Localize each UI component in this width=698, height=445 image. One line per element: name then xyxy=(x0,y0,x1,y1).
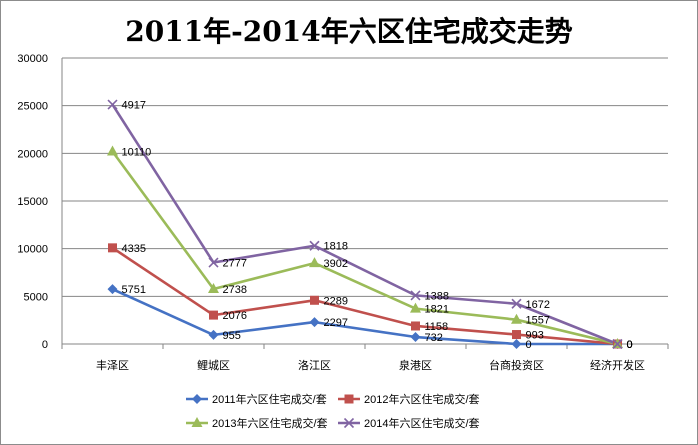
data-point-2 xyxy=(310,295,319,305)
data-label: 993 xyxy=(526,330,544,342)
data-point-4 xyxy=(208,257,219,268)
data-label: 0 xyxy=(627,339,633,351)
data-point-4 xyxy=(309,240,320,251)
legend-label: 2011年六区住宅成交/套 xyxy=(212,392,327,406)
data-point-2 xyxy=(209,310,218,320)
data-label: 2289 xyxy=(324,295,348,307)
data-point-3 xyxy=(410,302,421,313)
y-tick-label: 10000 xyxy=(17,244,48,256)
data-label: 1388 xyxy=(425,290,449,302)
data-label: 2777 xyxy=(223,258,247,270)
data-point-2 xyxy=(512,330,521,340)
x-tick-label: 丰泽区 xyxy=(96,359,129,372)
legend-label: 2013年六区住宅成交/套 xyxy=(212,416,328,430)
data-point-3 xyxy=(107,145,118,156)
data-label: 4917 xyxy=(122,100,146,112)
data-label: 1672 xyxy=(526,299,550,311)
data-label: 2738 xyxy=(223,284,247,296)
data-point-3 xyxy=(511,313,522,324)
legend-marker xyxy=(191,417,203,427)
chart-title: 2011年-2014年六区住宅成交走势 xyxy=(125,15,573,48)
y-tick-label: 15000 xyxy=(17,196,48,208)
data-point-2 xyxy=(108,243,117,253)
series-line-2 xyxy=(111,246,618,346)
data-point-1 xyxy=(410,332,421,343)
data-label: 1818 xyxy=(324,241,348,253)
data-point-1 xyxy=(309,317,320,328)
data-label: 0 xyxy=(526,339,532,351)
data-label: 0 xyxy=(627,339,633,351)
data-label: 5751 xyxy=(122,284,146,296)
x-tick-label: 台商投资区 xyxy=(489,358,544,372)
y-tick-label: 0 xyxy=(42,339,48,351)
x-tick-label: 洛江区 xyxy=(298,358,331,372)
legend-marker xyxy=(192,394,202,404)
x-tick-label: 泉港区 xyxy=(399,358,432,372)
data-point-2 xyxy=(411,321,420,331)
data-label: 1557 xyxy=(526,315,550,327)
data-point-3 xyxy=(208,283,219,294)
x-tick-label: 经济开发区 xyxy=(590,358,645,372)
data-label: 1821 xyxy=(425,304,449,316)
y-tick-label: 25000 xyxy=(17,101,48,113)
data-label: 2076 xyxy=(223,310,247,322)
y-tick-label: 20000 xyxy=(17,148,48,160)
data-label: 10110 xyxy=(122,146,152,158)
series-line-3 xyxy=(111,150,618,346)
legend-marker xyxy=(344,394,354,404)
data-point-4 xyxy=(107,99,118,110)
data-label: 1158 xyxy=(425,321,449,333)
legend-marker xyxy=(343,417,355,429)
legend-label: 2014年六区住宅成交/套 xyxy=(364,416,480,430)
data-label: 0 xyxy=(627,339,633,351)
data-label: 4335 xyxy=(122,243,146,255)
data-point-4 xyxy=(511,298,522,309)
y-tick-label: 30000 xyxy=(17,53,48,65)
series-line-1 xyxy=(111,287,618,346)
series-line-4 xyxy=(111,103,618,346)
data-point-1 xyxy=(208,329,219,340)
data-point-3 xyxy=(309,257,320,268)
data-point-4 xyxy=(612,338,623,350)
data-label: 2297 xyxy=(324,317,348,329)
data-label: 3902 xyxy=(324,258,348,270)
data-point-1 xyxy=(511,339,522,349)
data-point-4 xyxy=(410,290,421,301)
data-point-1 xyxy=(107,284,118,295)
data-label: 0 xyxy=(627,339,633,351)
data-label: 732 xyxy=(425,332,443,344)
legend-label: 2012年六区住宅成交/套 xyxy=(364,392,480,406)
x-tick-label: 鲤城区 xyxy=(197,358,230,372)
y-tick-label: 5000 xyxy=(24,291,48,303)
data-label: 955 xyxy=(223,330,241,342)
